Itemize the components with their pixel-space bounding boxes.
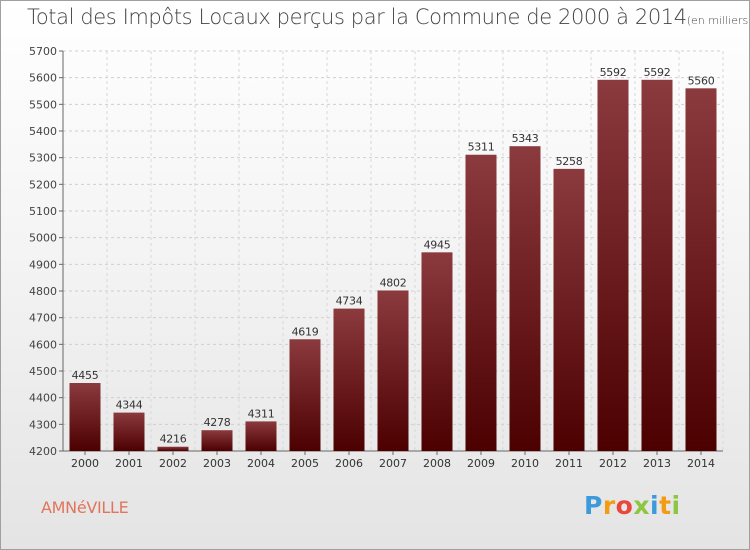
- bar-2003: [201, 430, 233, 451]
- bar-2005: [289, 339, 321, 451]
- value-labels: 4455 4344 4216 4278 4311 4619 4734 4802 4945 5311…: [72, 66, 715, 446]
- y-tick-label: 5400: [29, 125, 57, 138]
- bar-2001: [113, 412, 145, 451]
- bars: [69, 79, 717, 452]
- value-label: 5592: [644, 66, 671, 79]
- value-label: 4216: [160, 433, 187, 446]
- y-tick-label: 5100: [29, 205, 57, 218]
- x-tick-label: 2013: [643, 457, 671, 470]
- logo-letter: t: [659, 491, 672, 520]
- y-tick-label: 4700: [29, 312, 57, 325]
- chart-unit-label: (en milliers d'€): [686, 14, 749, 27]
- x-tick-label: 2003: [203, 457, 231, 470]
- logo-letter: i: [650, 491, 660, 520]
- bar-2010: [509, 146, 541, 451]
- logo-letter: P: [584, 491, 603, 520]
- value-label: 4455: [72, 369, 99, 382]
- value-label: 4802: [380, 276, 407, 289]
- bar-2014: [685, 88, 717, 451]
- x-tick-label: 2002: [159, 457, 187, 470]
- value-label: 5560: [688, 74, 715, 87]
- x-tick-label: 2006: [335, 457, 363, 470]
- proxiti-logo: Proxiti: [584, 491, 681, 520]
- y-tick-label: 4900: [29, 258, 57, 271]
- value-label: 5258: [556, 155, 583, 168]
- bar-2013: [641, 79, 673, 452]
- value-label: 5343: [512, 132, 539, 145]
- logo-letter: x: [633, 491, 650, 520]
- bar-2008: [421, 252, 453, 451]
- y-tick-label: 5200: [29, 178, 57, 191]
- bar-2009: [465, 154, 497, 451]
- y-tick-label: 4400: [29, 392, 57, 405]
- logo-letter: i: [671, 491, 681, 520]
- logo-letter: r: [602, 491, 616, 520]
- logo-letter: o: [615, 491, 634, 520]
- x-tick-label: 2009: [467, 457, 495, 470]
- value-label: 4619: [292, 325, 319, 338]
- value-label: 4344: [116, 399, 143, 412]
- x-tick-label: 2011: [555, 457, 583, 470]
- x-tick-label: 2000: [71, 457, 99, 470]
- x-tick-label: 2001: [115, 457, 143, 470]
- bar-2007: [377, 290, 409, 451]
- bar-2012: [597, 79, 629, 452]
- commune-name: AMNéVILLE: [41, 498, 129, 517]
- value-label: 4945: [424, 238, 451, 251]
- y-tick-label: 5000: [29, 232, 57, 245]
- value-label: 4734: [336, 295, 363, 308]
- y-tick-label: 5500: [29, 98, 57, 111]
- x-tick-label: 2008: [423, 457, 451, 470]
- bar-2006: [333, 308, 365, 451]
- chart-title-text: Total des Impôts Locaux perçus par la Co…: [27, 5, 687, 29]
- x-tick-label: 2004: [247, 457, 275, 470]
- y-tick-label: 5700: [29, 45, 57, 58]
- bar-2002: [157, 446, 189, 451]
- x-tick-label: 2007: [379, 457, 407, 470]
- value-label: 4278: [204, 416, 231, 429]
- y-tick-label: 4600: [29, 338, 57, 351]
- x-tick-label: 2005: [291, 457, 319, 470]
- chart-title: Total des Impôts Locaux perçus par la Co…: [27, 5, 749, 29]
- x-tick-labels: 2000 2001 2002 2003 2004 2005 2006 2007 2008 2009…: [71, 457, 715, 470]
- y-tick-labels: 4200 4300 4400 4500 4600 4700 4800 4900 5000 5100…: [29, 45, 57, 458]
- bar-2000: [69, 383, 101, 451]
- bar-2004: [245, 421, 277, 451]
- y-tick-label: 4200: [29, 445, 57, 458]
- y-tick-label: 4500: [29, 365, 57, 378]
- value-label: 5592: [600, 66, 627, 79]
- x-tick-label: 2010: [511, 457, 539, 470]
- value-label: 4311: [248, 407, 275, 420]
- bar-2011: [553, 168, 585, 451]
- x-tick-label: 2014: [687, 457, 715, 470]
- y-tick-label: 4300: [29, 418, 57, 431]
- y-tick-label: 4800: [29, 285, 57, 298]
- y-tick-label: 5300: [29, 152, 57, 165]
- value-label: 5311: [468, 141, 495, 154]
- y-tick-label: 5600: [29, 72, 57, 85]
- x-tick-label: 2012: [599, 457, 627, 470]
